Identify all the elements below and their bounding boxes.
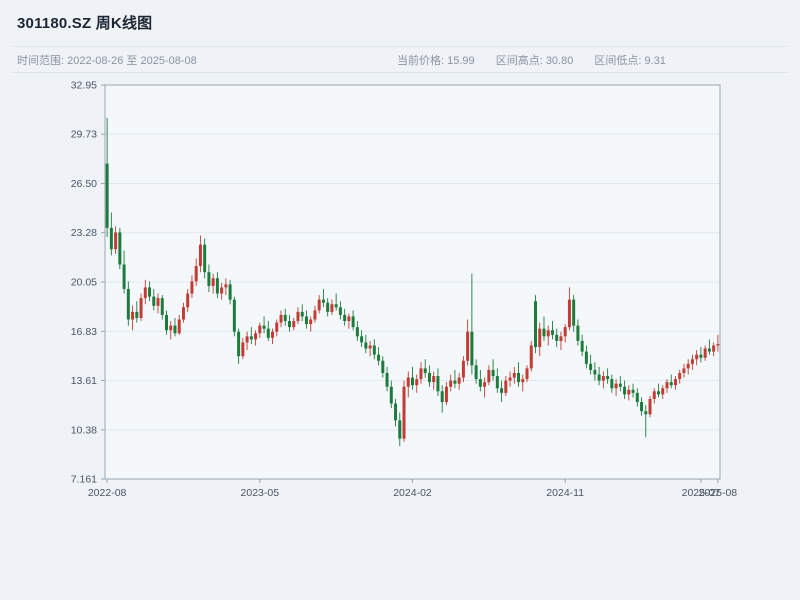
svg-text:7.161: 7.161 <box>71 474 97 486</box>
svg-text:23.28: 23.28 <box>71 227 97 239</box>
price-stats: 当前价格: 15.99 区间高点: 30.80 区间低点: 9.31 <box>397 52 684 68</box>
page-title: 301180.SZ 周K线图 <box>17 15 153 32</box>
svg-text:2022-08: 2022-08 <box>88 487 127 499</box>
current-price-label: 当前价格: 15.99 <box>397 55 475 67</box>
svg-text:16.83: 16.83 <box>71 326 97 338</box>
svg-text:2023-05: 2023-05 <box>241 487 280 499</box>
svg-text:29.73: 29.73 <box>71 129 97 141</box>
svg-text:2025-07: 2025-07 <box>682 487 721 499</box>
svg-text:2024-11: 2024-11 <box>546 487 584 499</box>
svg-text:10.38: 10.38 <box>71 424 97 436</box>
header-divider-bottom <box>12 72 788 73</box>
svg-text:2025-08: 2025-08 <box>699 487 738 499</box>
svg-text:20.05: 20.05 <box>71 277 97 289</box>
header-divider-top <box>12 46 788 47</box>
svg-text:32.95: 32.95 <box>71 80 97 92</box>
svg-text:2024-02: 2024-02 <box>393 487 432 499</box>
range-high-label: 区间高点: 30.80 <box>495 55 574 67</box>
svg-text:26.50: 26.50 <box>71 178 97 190</box>
time-range-label: 时间范围: 2022-08-26 至 2025-08-08 <box>17 55 197 67</box>
range-low-label: 区间低点: 9.31 <box>594 55 666 67</box>
svg-text:13.61: 13.61 <box>71 375 97 387</box>
